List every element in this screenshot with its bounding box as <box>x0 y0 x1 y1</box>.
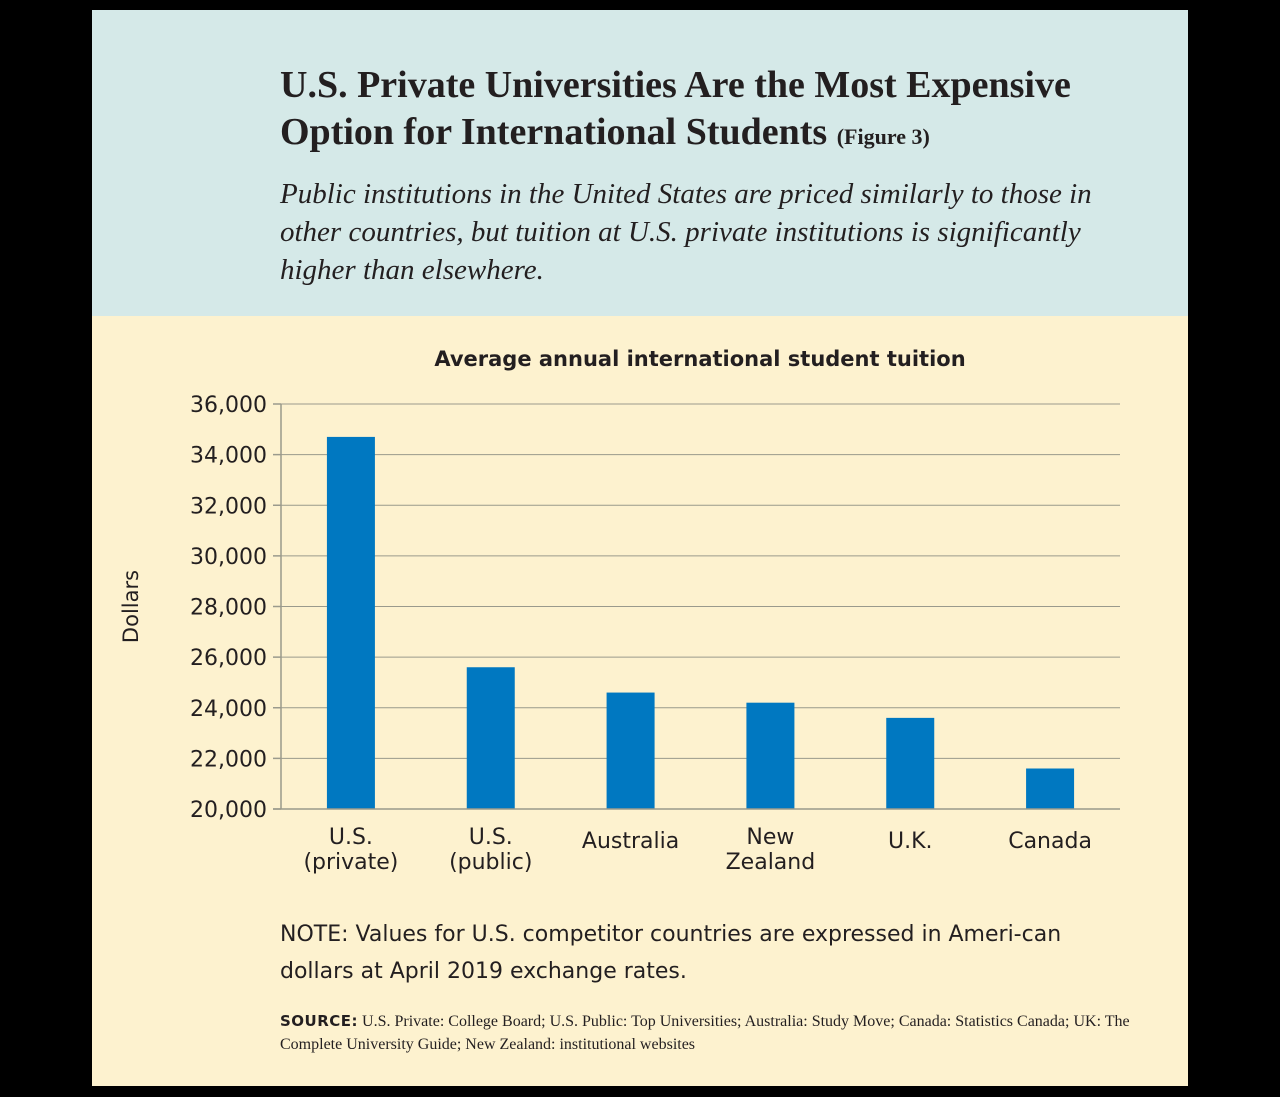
chart-title: Average annual international student tui… <box>434 347 965 371</box>
labels: Average annual international student tui… <box>119 347 1092 875</box>
x-tick-label: Canada <box>1008 829 1092 854</box>
x-tick-label: (public) <box>449 850 532 875</box>
gridlines <box>281 403 1120 759</box>
y-tick-label: 24,000 <box>190 697 267 722</box>
figure-card: U.S. Private Universities Are the Most E… <box>92 10 1188 1086</box>
y-tick-label: 30,000 <box>190 545 267 570</box>
y-tick-label: 32,000 <box>190 494 267 519</box>
y-tick-label: 26,000 <box>190 646 267 671</box>
x-tick-label: (private) <box>303 850 398 875</box>
source-text: U.S. Private: College Board; U.S. Public… <box>280 1013 1130 1053</box>
bar <box>886 717 935 809</box>
bars <box>326 436 1075 809</box>
figure-note: NOTE: Values for U.S. competitor countri… <box>280 922 1062 984</box>
figure-header: U.S. Private Universities Are the Most E… <box>92 10 1188 316</box>
axes <box>273 403 1120 810</box>
bar <box>466 667 515 809</box>
x-tick-label: New <box>746 825 794 850</box>
y-tick-label: 20,000 <box>190 798 267 823</box>
x-tick-label: U.K. <box>888 829 933 854</box>
source-label: SOURCE: <box>280 1012 359 1030</box>
y-tick-label: 34,000 <box>190 444 267 469</box>
y-axis-label: Dollars <box>119 570 143 643</box>
bar <box>606 692 655 809</box>
x-tick-label: U.S. <box>469 825 513 850</box>
y-tick-label: 28,000 <box>190 596 267 621</box>
y-tick-label: 22,000 <box>190 747 267 772</box>
bar <box>1026 768 1075 809</box>
figure-title-text: U.S. Private Universities Are the Most E… <box>280 64 1071 153</box>
bar-chart: Average annual international student tui… <box>119 347 1120 875</box>
bar <box>746 702 795 809</box>
figure-number: (Figure 3) <box>836 124 930 149</box>
figure-subtitle: Public institutions in the United States… <box>280 178 1092 286</box>
x-tick-label: Australia <box>582 829 679 854</box>
y-tick-label: 36,000 <box>190 393 267 418</box>
figure-source: SOURCE: U.S. Private: College Board; U.S… <box>280 1010 1140 1056</box>
figure-title: U.S. Private Universities Are the Most E… <box>280 62 1160 160</box>
x-tick-label: Zealand <box>726 850 816 875</box>
x-tick-label: U.S. <box>329 825 373 850</box>
bar <box>326 436 375 809</box>
